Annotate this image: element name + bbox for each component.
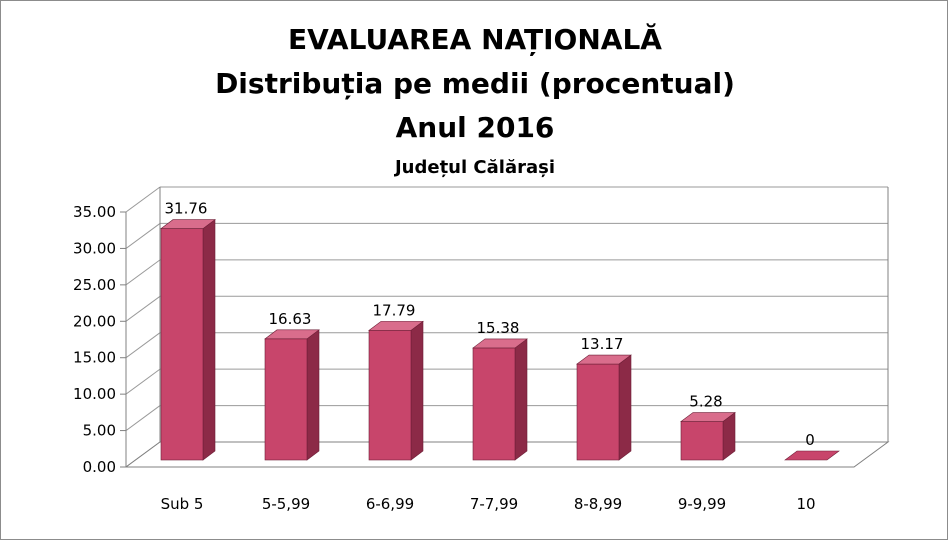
x-tick-label: 9-9,99 (678, 495, 726, 513)
gridline-side (125, 295, 161, 322)
data-label: 17.79 (373, 301, 416, 319)
bar-top (680, 412, 736, 422)
gridline-side (125, 259, 161, 286)
bar-top (264, 329, 320, 340)
chart-title-line-3: Anul 2016 (395, 111, 555, 144)
bar-top (160, 219, 216, 229)
y-tick-label: 30.00 (73, 239, 116, 257)
gridline-side (125, 223, 161, 249)
data-label: 15.38 (477, 319, 520, 337)
chart-title-line-2: Distribuția pe medii (procentual) (215, 67, 735, 100)
x-tick-label: 7-7,99 (470, 495, 518, 513)
bar-top (784, 450, 840, 461)
x-tick-label: 8-8,99 (574, 495, 622, 513)
x-tick-label: Sub 5 (161, 495, 204, 513)
bar (576, 363, 620, 461)
gridline-side (125, 332, 161, 359)
gridline-side (125, 186, 161, 213)
bar-side (410, 320, 424, 461)
data-label: 16.63 (269, 310, 312, 328)
bar-side (306, 329, 320, 461)
y-tick-label: 15.00 (73, 349, 116, 367)
y-tick-label: 20.00 (73, 312, 116, 330)
bar-side (202, 219, 216, 461)
bar-side (514, 338, 528, 461)
gridline-side (125, 368, 161, 395)
bar-top (472, 338, 528, 349)
y-tick-label: 10.00 (73, 385, 116, 403)
data-label: 13.17 (581, 335, 624, 353)
chart-subtitle: Județul Călărași (394, 157, 556, 178)
y-tick-label: 25.00 (73, 276, 116, 294)
bar (472, 347, 516, 461)
data-label: 0 (805, 431, 815, 449)
x-tick-label: 10 (796, 495, 815, 513)
data-label: 31.76 (165, 200, 208, 218)
y-tick-label: 35.00 (73, 203, 116, 221)
bar (160, 228, 204, 461)
bar-top (576, 354, 632, 365)
bar (680, 421, 724, 461)
chart-title: EVALUAREA NAȚIONALĂ (288, 23, 662, 56)
bar (264, 338, 308, 461)
x-tick-label: 5-5,99 (262, 495, 310, 513)
y-tick-label: 0.00 (83, 458, 116, 476)
x-tick-label: 6-6,99 (366, 495, 414, 513)
bar-side (618, 354, 632, 461)
data-label: 5.28 (689, 393, 722, 411)
bar-top (368, 321, 424, 331)
bar (368, 330, 412, 461)
y-tick-label: 5.00 (83, 422, 116, 440)
gridline-side (125, 405, 161, 431)
